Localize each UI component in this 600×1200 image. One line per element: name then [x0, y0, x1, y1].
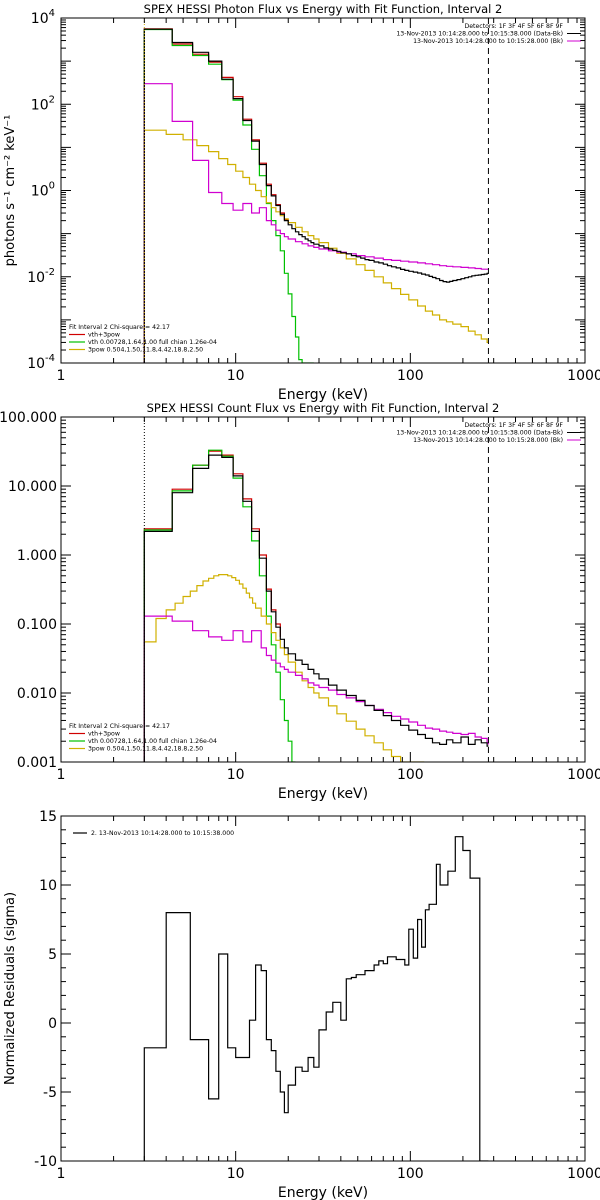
series-data-bk — [143, 28, 489, 363]
legend-entry: Fit Interval 2 Chi-square = 42.17 — [69, 723, 170, 730]
x-tick-label: 10 — [227, 767, 245, 783]
series-bk — [143, 83, 489, 363]
legend-bottom-left: Fit Interval 2 Chi-square = 42.17vth+3po… — [69, 723, 217, 753]
legend-entry: 13-Nov-2013 10:14:28.000 to 10:15:28.000… — [413, 437, 563, 444]
series-bk — [143, 615, 489, 762]
legend-entry: vth+3pow — [88, 731, 120, 738]
legend-top-left: 2. 13-Nov-2013 10:14:28.000 to 10:15:38.… — [73, 830, 234, 837]
series-group — [143, 28, 489, 363]
y-tick-label: 10.000 — [8, 479, 57, 495]
x-axis-label: Energy (keV) — [278, 387, 368, 403]
x-tick-label: 100 — [397, 1166, 424, 1182]
x-tick-label: 1000 — [567, 1166, 600, 1182]
series-data-bk — [143, 454, 489, 762]
legend-entry: 2. 13-Nov-2013 10:14:28.000 to 10:15:38.… — [91, 830, 234, 837]
series-3pow — [143, 129, 489, 363]
x-tick-label: 1000 — [567, 368, 600, 384]
chart-title: SPEX HESSI Count Flux vs Energy with Fit… — [147, 401, 500, 415]
plot-frame — [60, 416, 586, 763]
chart-panel-2: SPEX HESSI Count Flux vs Energy with Fit… — [0, 401, 600, 802]
y-axis-label: Normalized Residuals (sigma) — [3, 892, 18, 1085]
chart-panel-1: SPEX HESSI Photon Flux vs Energy with Fi… — [3, 2, 600, 403]
chart-title: SPEX HESSI Photon Flux vs Energy with Fi… — [144, 2, 503, 16]
y-tick-label: -10 — [34, 1154, 57, 1170]
legend-entry: vth 0.00728,1.64,1.00 full chian 1.26e-0… — [88, 339, 217, 346]
series-2-13-nov-2013-10-14-28-000-to-10-15-38-000 — [143, 836, 489, 1161]
y-tick-label: 0.100 — [17, 617, 57, 633]
x-tick-label: 100 — [397, 368, 424, 384]
y-tick-label: 102 — [31, 94, 55, 113]
series-vth — [143, 28, 314, 363]
legend-entry: vth+3pow — [88, 332, 120, 339]
y-tick-label: 104 — [31, 8, 55, 27]
legend-entry: 13-Nov-2013 10:14:28.000 to 10:15:38.000… — [396, 31, 563, 38]
legend-entry: 13-Nov-2013 10:14:28.000 to 10:15:28.000… — [413, 38, 563, 45]
y-tick-label: 10 — [39, 878, 57, 894]
x-tick-label: 1 — [57, 368, 66, 384]
x-tick-label: 1 — [57, 767, 66, 783]
x-tick-label: 1 — [57, 1166, 66, 1182]
plot-frame — [60, 815, 586, 1162]
x-axis: 1 10 100 1000 — [57, 18, 600, 384]
x-axis: 1 10 100 1000 — [57, 816, 600, 1182]
y-tick-label: 15 — [39, 809, 57, 825]
legend-entry: Detectors: 1F 3F 4F 5F 6F 8F 9F — [464, 23, 563, 30]
legend-bottom-left: Fit Interval 2 Chi-square = 42.17vth+3po… — [69, 324, 217, 354]
y-tick-label: 10-4 — [27, 353, 55, 372]
series-vth-3pow — [143, 28, 289, 363]
series-group — [143, 836, 489, 1161]
x-axis: 1 10 100 1000 — [57, 417, 600, 783]
y-axis: 10-4 10-2 100 102 104 — [27, 8, 585, 372]
y-tick-label: -5 — [43, 1085, 57, 1101]
y-tick-label: 5 — [48, 947, 57, 963]
y-tick-label: 100.000 — [0, 410, 57, 426]
legend-entry: 3pow 0.504,1.50,11.8,4.42,18.8,2.50 — [88, 347, 203, 354]
legend-entry: Detectors: 1F 3F 4F 5F 6F 8F 9F — [464, 422, 563, 429]
legend-entry: 13-Nov-2013 10:14:28.000 to 10:15:38.000… — [396, 430, 563, 437]
legend-entry: vth 0.00728,1.64,1.00 full chian 1.26e-0… — [88, 738, 217, 745]
legend-top-right: Detectors: 1F 3F 4F 5F 6F 8F 9F13-Nov-20… — [396, 23, 581, 45]
y-tick-label: 0 — [48, 1016, 57, 1032]
y-axis-label: photons s⁻¹ cm⁻² keV⁻¹ — [3, 115, 18, 267]
series-vth — [143, 449, 296, 762]
y-tick-label: 0.010 — [17, 686, 57, 702]
legend-top-right: Detectors: 1F 3F 4F 5F 6F 8F 9F13-Nov-20… — [396, 422, 581, 444]
x-axis-label: Energy (keV) — [278, 1185, 368, 1200]
x-tick-label: 1000 — [567, 767, 600, 783]
y-tick-label: 10-2 — [27, 267, 55, 286]
x-tick-label: 100 — [397, 767, 424, 783]
plot-frame — [60, 17, 586, 364]
y-tick-label: 1.000 — [17, 548, 57, 564]
x-tick-label: 10 — [227, 368, 245, 384]
legend-entry: 3pow 0.504,1.50,11.8,4.42,18.8,2.50 — [88, 746, 203, 753]
y-axis: 0.001 0.010 0.100 1.000 10.000 100.000 — [0, 410, 585, 771]
legend-entry: Fit Interval 2 Chi-square = 42.17 — [69, 324, 170, 331]
x-axis-label: Energy (keV) — [278, 786, 368, 802]
y-tick-label: 0.001 — [17, 755, 57, 771]
chart-panel-3: 1 10 100 1000 Energy (keV) -10 -5 0 5 10 15 Normali… — [3, 809, 600, 1200]
x-tick-label: 10 — [227, 1166, 245, 1182]
y-tick-label: 100 — [31, 181, 55, 200]
series-group — [143, 449, 489, 762]
series-vth-3pow — [143, 450, 281, 762]
y-axis: -10 -5 0 5 10 15 — [34, 809, 585, 1170]
series-3pow — [143, 574, 425, 762]
